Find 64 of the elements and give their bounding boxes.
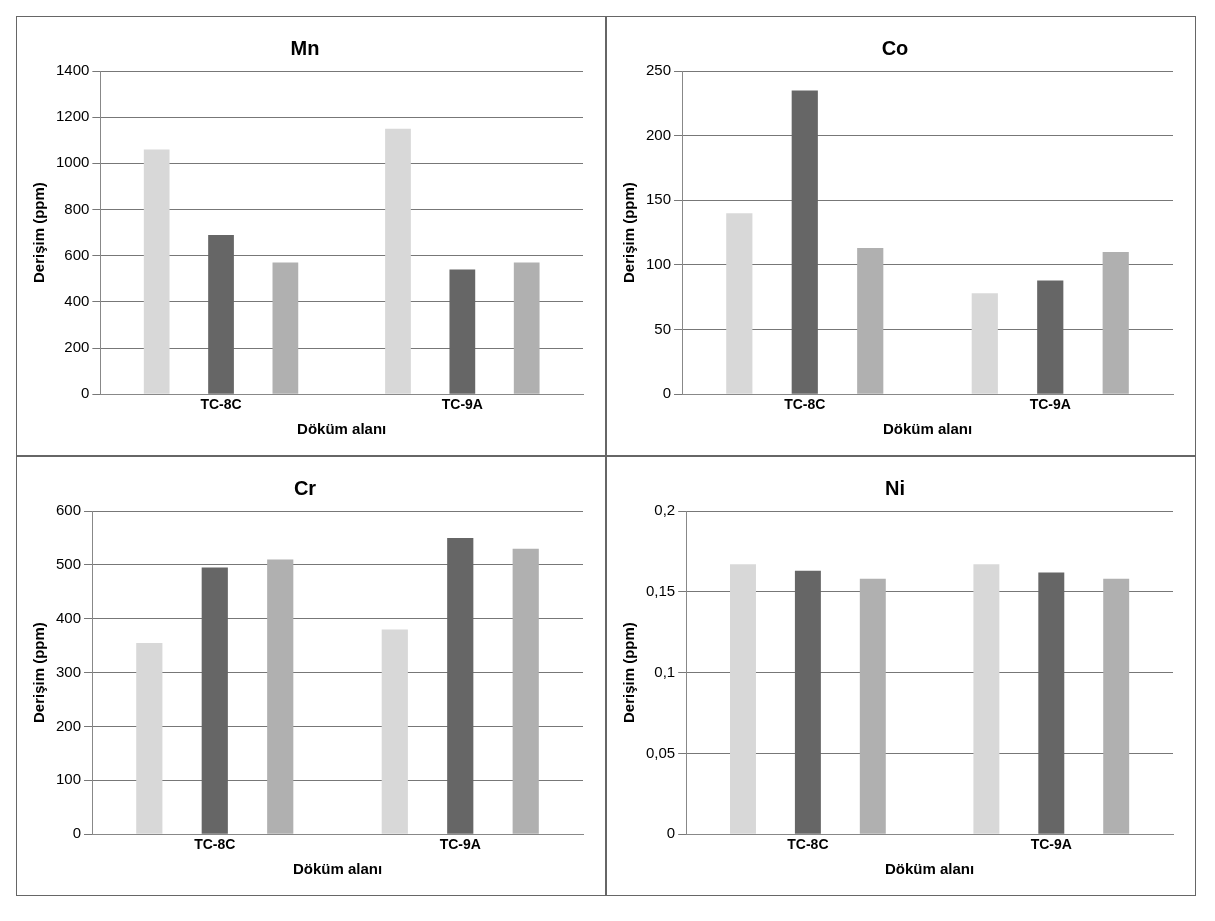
y-tick-label: 100 [646, 255, 672, 273]
y-axis-title: Derişim (ppm) [30, 182, 48, 284]
bar [449, 269, 476, 394]
y-tick-label: 500 [56, 555, 82, 573]
x-tick-label: TC-8C [200, 396, 242, 413]
y-tick-label: 600 [64, 245, 90, 263]
x-axis-title: Döküm alanı [885, 860, 975, 878]
bar [971, 293, 998, 394]
bar [385, 128, 411, 394]
y-tick-label: 200 [56, 716, 82, 734]
x-tick-label: TC-9A [441, 396, 483, 413]
y-tick-label: 800 [64, 199, 90, 217]
y-tick-label: 1000 [55, 153, 90, 171]
y-tick-label: 1200 [55, 107, 90, 125]
y-tick-label: 1400 [55, 61, 90, 79]
y-tick-label: 50 [654, 319, 672, 337]
x-axis-title: Döküm alanı [292, 860, 383, 878]
chart-title: Mn [290, 36, 320, 59]
bar [791, 90, 818, 394]
y-tick-label: 400 [56, 608, 82, 626]
bar [208, 234, 234, 394]
bar [272, 262, 299, 394]
y-tick-label: 200 [64, 338, 90, 356]
x-axis-title: Döküm alanı [297, 420, 387, 438]
x-tick-label: TC-8C [194, 836, 236, 853]
x-tick-label: TC-8C [784, 396, 826, 413]
y-tick-label: 150 [646, 190, 672, 208]
y-tick-label: 0,2 [654, 501, 676, 519]
bar [143, 149, 170, 394]
y-axis-title: Derişim (ppm) [30, 622, 48, 724]
y-tick-label: 0,15 [645, 581, 676, 599]
y-tick-label: 0 [666, 824, 676, 842]
x-tick-label: TC-9A [439, 836, 481, 853]
y-axis-title: Derişim (ppm) [620, 622, 638, 724]
y-tick-label: 200 [646, 125, 672, 143]
y-tick-label: 100 [56, 770, 82, 788]
bar [513, 262, 540, 394]
bar [1037, 280, 1064, 394]
y-axis-title: Derişim (ppm) [620, 182, 638, 284]
bar [857, 248, 884, 394]
bar [381, 629, 408, 834]
bar [447, 537, 474, 834]
bar [512, 548, 539, 834]
y-tick-label: 0,1 [654, 662, 676, 680]
y-tick-label: 0 [72, 824, 82, 842]
bar [136, 642, 163, 834]
bar [267, 559, 294, 834]
chart-title: Ni [885, 476, 905, 499]
y-tick-label: 0 [662, 384, 672, 402]
y-tick-label: 0 [81, 384, 90, 402]
y-tick-label: 0,05 [645, 743, 676, 761]
chart-title: Co [881, 36, 909, 59]
bar [1102, 251, 1129, 394]
y-tick-label: 600 [56, 501, 82, 519]
bar [726, 213, 753, 394]
x-axis-title: Döküm alanı [882, 420, 973, 438]
y-tick-label: 400 [64, 292, 90, 309]
y-tick-label: 300 [56, 662, 82, 680]
x-tick-label: TC-9A [1030, 836, 1072, 853]
chart-title: Cr [293, 476, 317, 499]
bar [201, 567, 228, 834]
y-tick-label: 250 [646, 61, 672, 79]
x-tick-label: TC-8C [787, 836, 829, 853]
x-tick-label: TC-9A [1029, 396, 1071, 413]
